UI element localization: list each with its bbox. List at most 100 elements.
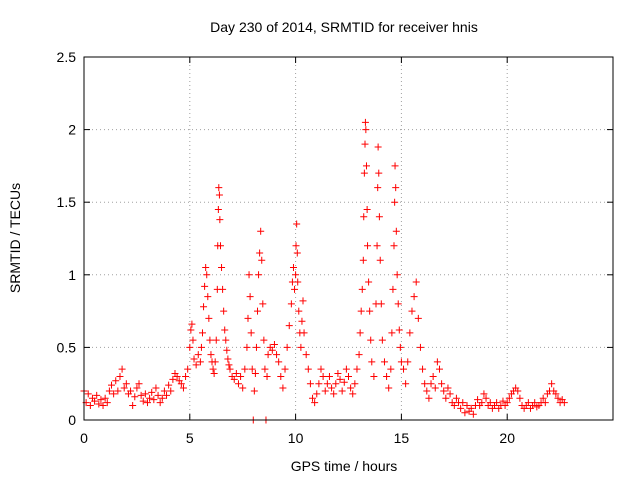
data-point	[84, 390, 92, 398]
data-point	[389, 285, 397, 293]
data-point	[237, 372, 245, 380]
data-point	[279, 384, 287, 392]
data-point	[226, 365, 234, 373]
data-point	[325, 372, 333, 380]
data-point	[442, 394, 450, 402]
data-point	[349, 390, 357, 398]
y-axis-label: SRMTID / TECUs	[7, 183, 23, 293]
data-point	[205, 314, 213, 322]
data-point	[431, 384, 439, 392]
data-point	[203, 271, 211, 279]
data-point	[416, 343, 424, 351]
data-point	[177, 380, 185, 388]
data-point	[204, 293, 212, 301]
y-tick-label: 2	[68, 122, 76, 138]
data-point	[410, 293, 418, 301]
data-point	[366, 307, 374, 315]
data-point	[531, 399, 539, 407]
data-point	[427, 380, 435, 388]
x-tick-label: 0	[80, 430, 88, 446]
data-point	[222, 336, 230, 344]
data-point	[248, 365, 256, 373]
data-point	[360, 213, 368, 221]
data-point	[225, 361, 233, 369]
data-point	[374, 143, 382, 151]
data-point	[370, 372, 378, 380]
data-point	[459, 399, 467, 407]
data-point	[463, 401, 471, 409]
data-point	[99, 401, 107, 409]
data-point	[210, 370, 218, 378]
data-point	[376, 256, 384, 264]
data-point	[220, 307, 228, 315]
data-point	[367, 336, 375, 344]
data-point	[408, 307, 416, 315]
data-point	[293, 220, 301, 228]
data-point	[388, 329, 396, 337]
data-point	[158, 394, 166, 402]
data-point	[375, 213, 383, 221]
data-point	[270, 340, 278, 348]
data-point	[552, 390, 560, 398]
data-point	[283, 343, 291, 351]
data-point	[120, 384, 128, 392]
data-point	[516, 394, 524, 402]
data-point	[221, 326, 229, 334]
data-point	[419, 365, 427, 373]
data-point	[361, 140, 369, 148]
data-point	[328, 384, 336, 392]
data-point	[246, 293, 254, 301]
data-point	[377, 300, 385, 308]
data-point	[186, 343, 194, 351]
data-point	[198, 329, 206, 337]
data-point	[425, 394, 433, 402]
data-point	[97, 396, 105, 404]
data-point	[202, 264, 210, 272]
data-point	[358, 285, 366, 293]
data-point	[244, 314, 252, 322]
data-point	[330, 390, 338, 398]
data-point	[482, 394, 490, 402]
data-point	[414, 314, 422, 322]
data-point	[392, 227, 400, 235]
data-point	[461, 409, 469, 417]
data-point	[194, 351, 202, 359]
chart-title: Day 230 of 2014, SRMTID for receiver hni…	[210, 19, 478, 35]
data-point	[378, 336, 386, 344]
data-point	[387, 365, 395, 373]
data-point	[256, 249, 264, 257]
data-point	[295, 307, 303, 315]
data-point	[393, 271, 401, 279]
data-point	[243, 343, 251, 351]
data-point	[206, 336, 214, 344]
data-point	[216, 242, 224, 250]
data-point	[118, 365, 126, 373]
data-point	[135, 380, 143, 388]
data-point	[173, 372, 181, 380]
data-point	[323, 380, 331, 388]
data-point	[224, 355, 232, 363]
data-point	[406, 329, 414, 337]
data-point	[435, 365, 443, 373]
data-point	[257, 227, 265, 235]
data-point	[292, 242, 300, 250]
data-point	[105, 387, 113, 395]
data-point	[200, 303, 208, 311]
data-point	[250, 387, 258, 395]
data-point	[112, 377, 120, 385]
data-point	[400, 365, 408, 373]
data-point	[251, 370, 259, 378]
data-point	[122, 380, 130, 388]
data-point	[361, 118, 369, 126]
data-point	[440, 387, 448, 395]
data-point	[86, 401, 94, 409]
data-point	[306, 380, 314, 388]
data-point	[423, 387, 431, 395]
data-point	[402, 380, 410, 388]
data-point	[392, 184, 400, 192]
data-point	[207, 351, 215, 359]
x-tick-label: 20	[499, 430, 515, 446]
data-point	[302, 351, 310, 359]
data-point	[223, 346, 231, 354]
y-tick-label: 1	[68, 267, 76, 283]
